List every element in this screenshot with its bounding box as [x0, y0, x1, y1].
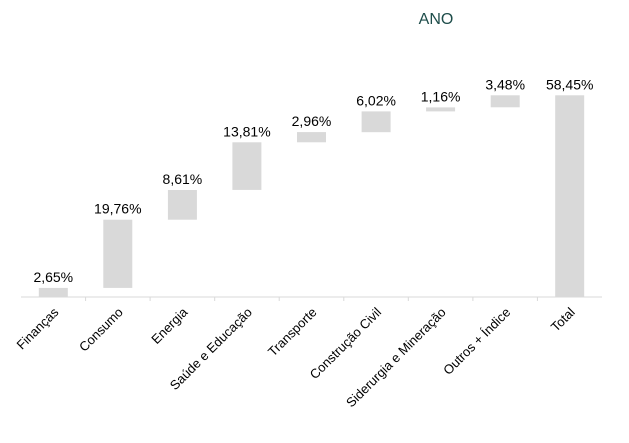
x-tick-label-3: Energia [148, 304, 191, 347]
data-label-4: 13,81% [223, 123, 270, 139]
bar-5 [297, 132, 326, 143]
bar-6 [361, 111, 391, 133]
bar-9 [555, 95, 585, 297]
x-tick-label-1: Finanças [14, 304, 62, 352]
bar-4 [232, 142, 262, 190]
bar-3 [167, 190, 197, 220]
bar-8 [490, 95, 520, 108]
x-tick-label-5: Transporte [265, 305, 320, 360]
data-label-7: 1,16% [421, 88, 461, 104]
bar-1 [38, 287, 68, 297]
chart-title: ANO [419, 11, 454, 28]
data-label-9: 58,45% [546, 76, 593, 92]
data-label-1: 2,65% [33, 269, 73, 285]
bar-2 [103, 219, 133, 288]
x-tick-label-8: Outros + Índice [440, 305, 513, 378]
x-tick-label-9: Total [548, 304, 578, 334]
data-label-2: 19,76% [94, 201, 141, 217]
bars-group: 2,65% 19,76% 8,61% 13,81% 2,96% 6,02% 1,16% 3,4… [33, 76, 593, 297]
data-label-5: 2,96% [292, 113, 332, 129]
data-label-6: 6,02% [356, 92, 396, 108]
bar-7 [426, 107, 456, 112]
x-tick-label-2: Consumo [76, 305, 126, 355]
data-label-8: 3,48% [485, 76, 525, 92]
data-label-3: 8,61% [163, 171, 203, 187]
